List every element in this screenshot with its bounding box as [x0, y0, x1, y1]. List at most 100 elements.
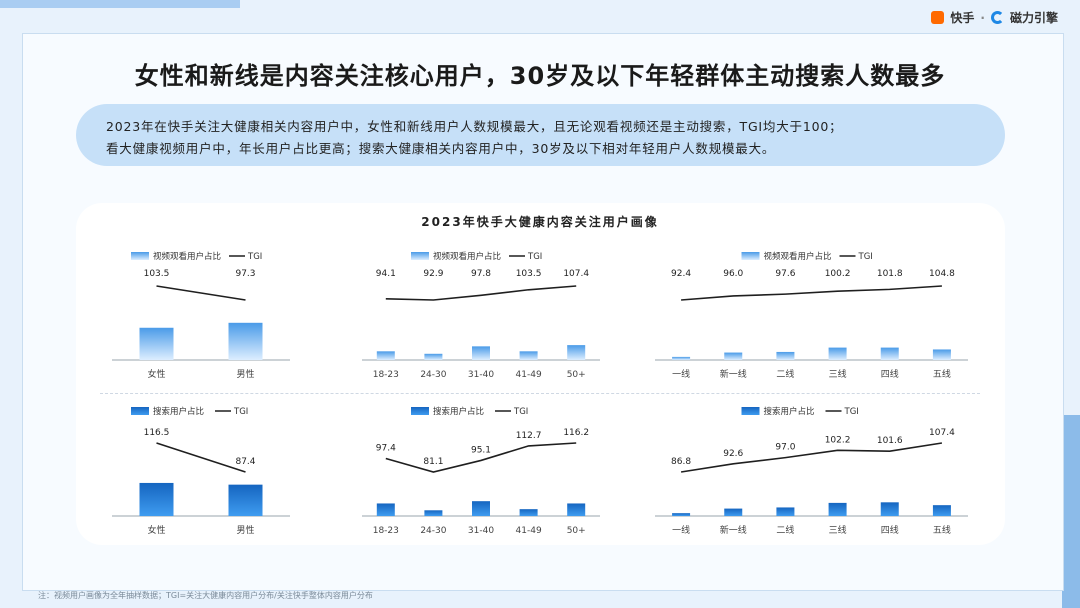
- tgi-value-label: 116.5: [144, 428, 170, 438]
- x-tick-label: 新一线: [720, 524, 747, 536]
- x-tick-label: 四线: [881, 524, 899, 536]
- bar: [724, 508, 743, 516]
- bar: [472, 346, 490, 360]
- legend-bar-swatch: [741, 252, 760, 260]
- tgi-value-label: 103.5: [144, 269, 170, 279]
- tgi-value-label: 81.1: [423, 457, 443, 467]
- x-tick-label: 三线: [829, 368, 847, 380]
- tgi-value-label: 107.4: [563, 269, 589, 279]
- x-tick-label: 一线: [672, 524, 690, 536]
- legend-bar-swatch: [411, 407, 429, 415]
- x-tick-label: 18-23: [373, 526, 399, 536]
- legend-bar-label: 搜索用户占比: [153, 406, 204, 417]
- tgi-value-label: 97.6: [775, 269, 795, 279]
- legend-tgi-label: TGI: [858, 252, 873, 262]
- x-tick-label: 女性: [147, 368, 165, 380]
- tgi-value-label: 112.7: [516, 431, 542, 441]
- tgi-value-label: 104.8: [929, 269, 955, 279]
- x-tick-label: 一线: [672, 368, 690, 380]
- bar: [567, 345, 586, 360]
- tgi-value-label: 100.2: [825, 269, 851, 279]
- x-tick-label: 女性: [147, 524, 165, 536]
- bar: [228, 484, 263, 516]
- chart-panel-title: 2023年快手大健康内容关注用户画像: [421, 215, 659, 229]
- bar: [828, 347, 847, 360]
- x-tick-label: 五线: [933, 524, 951, 536]
- legend-tgi-label: TGI: [844, 407, 859, 417]
- bar: [139, 482, 174, 516]
- x-tick-label: 41-49: [516, 526, 542, 536]
- tgi-value-label: 116.2: [563, 428, 589, 438]
- tgi-value-label: 97.8: [471, 269, 491, 279]
- legend-bar-label: 视频观看用户占比: [433, 251, 501, 262]
- bar: [519, 351, 538, 360]
- top-decoration-bar: [0, 0, 240, 8]
- x-tick-label: 24-30: [420, 526, 446, 536]
- bar: [880, 347, 899, 360]
- cili-brand-text: 磁力引擎: [1009, 11, 1058, 25]
- tgi-line: [680, 442, 943, 473]
- bar: [724, 352, 743, 360]
- tgi-value-label: 97.0: [775, 443, 795, 453]
- x-tick-label: 新一线: [720, 368, 747, 380]
- x-tick-label: 五线: [933, 368, 951, 380]
- brand-separator: ·: [980, 10, 985, 25]
- x-tick-label: 18-23: [373, 370, 399, 380]
- legend-bar-label: 搜索用户占比: [764, 406, 815, 417]
- legend-bar-swatch: [131, 252, 149, 260]
- x-tick-label: 31-40: [468, 526, 494, 536]
- tgi-value-label: 101.8: [877, 269, 903, 279]
- tgi-value-label: 92.4: [671, 269, 691, 279]
- tgi-value-label: 97.3: [235, 269, 255, 279]
- tgi-value-label: 103.5: [516, 269, 542, 279]
- bar: [139, 327, 174, 360]
- bar: [828, 502, 847, 516]
- tgi-line: [681, 285, 942, 301]
- bar: [672, 356, 691, 360]
- bar: [932, 349, 951, 360]
- legend-tgi-label: TGI: [527, 252, 542, 262]
- x-tick-label: 男性: [236, 368, 254, 380]
- legend-bar-label: 搜索用户占比: [433, 406, 484, 417]
- legend-tgi-label: TGI: [247, 252, 262, 262]
- tgi-value-label: 94.1: [376, 269, 396, 279]
- tgi-line: [385, 285, 577, 301]
- summary-line-2: 看大健康视频用户中，年长用户占比更高；搜索大健康相关内容用户中，30岁及以下相对…: [106, 141, 776, 156]
- brand-logos: 快手 · 磁力引擎: [931, 9, 1058, 26]
- bar: [776, 351, 795, 360]
- x-tick-label: 二线: [776, 524, 794, 536]
- tgi-value-label: 101.6: [877, 436, 903, 446]
- bar: [424, 510, 443, 516]
- tgi-value-label: 102.2: [825, 435, 851, 445]
- bar: [228, 322, 263, 360]
- bar: [567, 503, 586, 516]
- tgi-value-label: 95.1: [471, 445, 491, 455]
- tgi-line: [385, 442, 577, 473]
- kuaishou-brand-text: 快手: [950, 11, 975, 25]
- legend-bar-swatch: [131, 407, 149, 415]
- bar: [376, 351, 395, 360]
- x-tick-label: 41-49: [516, 370, 542, 380]
- legend-tgi-label: TGI: [513, 407, 528, 417]
- tgi-value-label: 86.8: [671, 457, 691, 467]
- bar: [672, 513, 691, 516]
- tgi-value-label: 107.4: [929, 428, 955, 438]
- bar: [424, 353, 443, 360]
- bar: [880, 502, 899, 516]
- bar: [519, 509, 538, 516]
- right-decoration-bar: [1062, 415, 1080, 608]
- summary-line-1: 2023年在快手关注大健康相关内容用户中，女性和新线用户人数规模最大，且无论观看…: [106, 119, 843, 134]
- tgi-value-label: 92.6: [723, 449, 743, 459]
- legend-bar-label: 视频观看用户占比: [764, 251, 832, 262]
- legend-tgi-label: TGI: [233, 407, 248, 417]
- x-tick-label: 二线: [776, 368, 794, 380]
- tgi-value-label: 97.4: [376, 444, 396, 454]
- bar: [932, 505, 951, 516]
- legend-bar-label: 视频观看用户占比: [153, 251, 221, 262]
- tgi-value-label: 87.4: [235, 457, 255, 467]
- bar: [472, 501, 490, 516]
- cili-logo-icon: [990, 11, 1004, 24]
- x-tick-label: 三线: [829, 524, 847, 536]
- x-tick-label: 50+: [567, 370, 586, 380]
- page-title: 女性和新线是内容关注核心用户，30岁及以下年轻群体主动搜索人数最多: [134, 62, 946, 90]
